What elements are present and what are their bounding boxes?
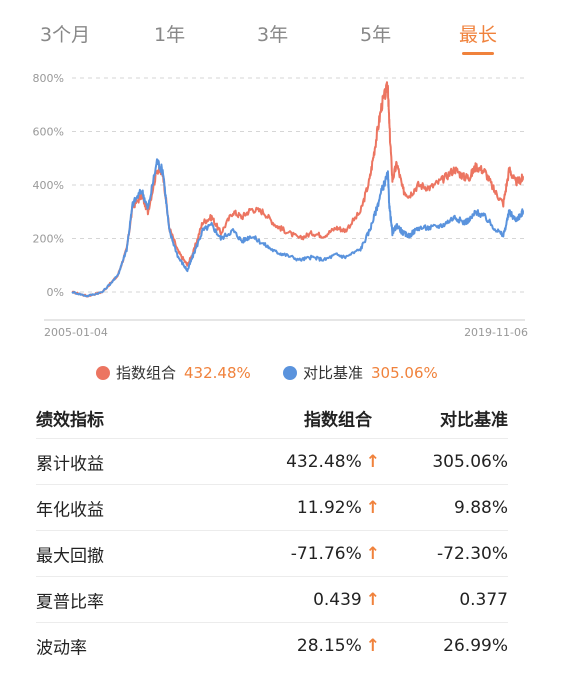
x-start-label: 2005-01-04 <box>44 326 108 339</box>
legend-value: 432.48% <box>184 363 251 382</box>
y-tick-label: 800% <box>33 72 64 85</box>
benchmark-value: -72.30% <box>437 543 508 564</box>
benchmark-value: 305.06% <box>432 451 508 472</box>
table-row: 年化收益 11.92% ↑ 9.88% <box>36 484 508 530</box>
period-tabs: 3个月 1年 3年 5年 最长 <box>0 0 581 62</box>
legend-item-portfolio: 指数组合 432.48% <box>96 362 251 383</box>
tab-5-years[interactable]: 5年 <box>360 24 392 46</box>
portfolio-value: 11.92% ↑ <box>296 497 380 518</box>
legend-value: 305.06% <box>371 363 438 382</box>
metric-label: 最大回撤 <box>36 546 104 566</box>
chart-legend: 指数组合 432.48% 对比基准 305.06% <box>0 362 581 388</box>
benchmark-value: 26.99% <box>443 635 508 656</box>
table-row: 最大回撤 -71.76% ↑ -72.30% <box>36 530 508 576</box>
metric-label: 波动率 <box>36 638 87 658</box>
tab-3-months[interactable]: 3个月 <box>40 24 91 46</box>
table-row: 累计收益 432.48% ↑ 305.06% <box>36 438 508 484</box>
y-tick-label: 400% <box>33 179 64 192</box>
x-end-label: 2019-11-06 <box>464 326 528 339</box>
metric-label: 年化收益 <box>36 500 104 520</box>
up-arrow-icon: ↑ <box>365 543 380 564</box>
performance-table: 绩效指标 指数组合 对比基准 累计收益 432.48% ↑ 305.06% 年化收… <box>36 398 508 668</box>
y-tick-label: 600% <box>33 126 64 139</box>
up-arrow-icon: ↑ <box>365 451 380 472</box>
tab-1-year[interactable]: 1年 <box>154 24 186 46</box>
benchmark-series-line <box>71 158 524 298</box>
up-arrow-icon: ↑ <box>365 497 380 518</box>
legend-label: 对比基准 <box>303 364 364 382</box>
portfolio-value: 432.48% ↑ <box>286 451 380 472</box>
y-tick-label: 0% <box>47 286 64 299</box>
tab-3-years[interactable]: 3年 <box>257 24 289 46</box>
metric-label: 累计收益 <box>36 454 104 474</box>
portfolio-value: 28.15% ↑ <box>296 635 380 656</box>
active-tab-indicator <box>462 52 494 55</box>
benchmark-value: 0.377 <box>459 589 508 610</box>
y-tick-label: 200% <box>33 233 64 246</box>
header-metric: 绩效指标 <box>36 410 104 431</box>
metric-label: 夏普比率 <box>36 592 104 612</box>
portfolio-dot-icon <box>96 365 110 380</box>
header-benchmark: 对比基准 <box>440 410 508 431</box>
return-chart: 800% 600% 400% 200% 0% 2005-01-04 2019-11-06 <box>33 72 528 339</box>
portfolio-value: -71.76% ↑ <box>290 543 380 564</box>
up-arrow-icon: ↑ <box>365 635 380 656</box>
table-row: 夏普比率 0.439 ↑ 0.377 <box>36 576 508 622</box>
header-portfolio: 指数组合 <box>304 410 372 431</box>
up-arrow-icon: ↑ <box>365 589 380 610</box>
portfolio-value: 0.439 ↑ <box>313 589 380 610</box>
legend-label: 指数组合 <box>116 364 177 382</box>
benchmark-value: 9.88% <box>453 497 508 518</box>
table-row: 波动率 28.15% ↑ 26.99% <box>36 622 508 668</box>
benchmark-dot-icon <box>283 365 297 380</box>
tab-longest[interactable]: 最长 <box>459 24 498 46</box>
legend-item-benchmark: 对比基准 305.06% <box>283 362 438 383</box>
table-header: 绩效指标 指数组合 对比基准 <box>36 398 508 438</box>
